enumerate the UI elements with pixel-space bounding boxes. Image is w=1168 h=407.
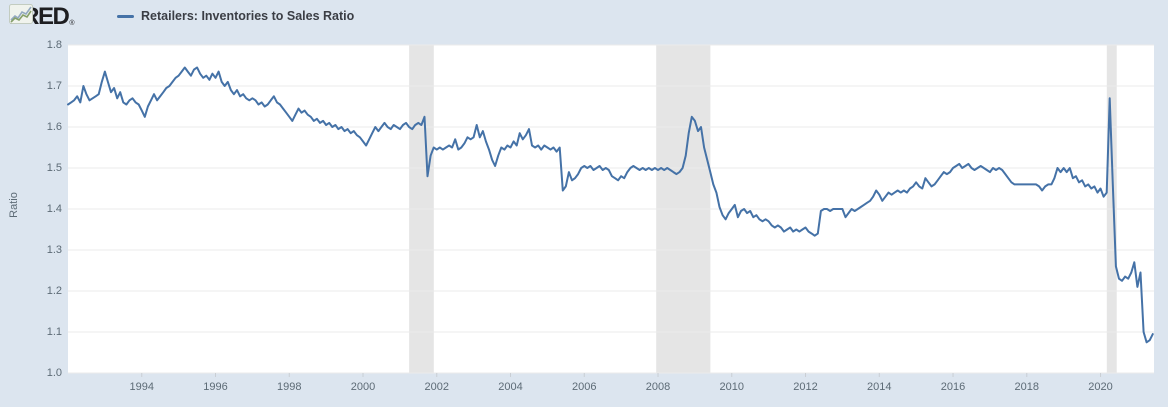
x-tick-label: 2018 [1014, 381, 1039, 393]
x-tick-label: 2012 [793, 381, 818, 393]
x-tick-label: 2002 [424, 381, 449, 393]
legend-item: Retailers: Inventories to Sales Ratio [117, 9, 354, 23]
y-tick-label: 1.6 [46, 121, 62, 133]
x-tick-label: 2010 [719, 381, 744, 393]
legend-line-swatch [117, 14, 134, 18]
y-tick-label: 1.8 [46, 39, 62, 51]
series-line [67, 66, 1154, 344]
x-tick-label: 2020 [1088, 381, 1113, 393]
y-tick-label: 1.0 [46, 367, 62, 379]
x-tick-label: 1994 [129, 381, 154, 393]
x-tick-label: 2000 [350, 381, 376, 393]
x-tick-label: 1998 [277, 381, 302, 393]
x-tick-marks [141, 373, 1102, 377]
y-tick-label: 1.7 [46, 80, 62, 92]
y-tick-label: 1.4 [46, 203, 62, 215]
y-tick-label: 1.1 [46, 326, 62, 338]
x-tick-label: 2006 [572, 381, 597, 393]
registered-trademark: ® [69, 20, 75, 27]
x-tick-label: 2014 [867, 381, 892, 393]
x-tick-label: 1996 [203, 381, 228, 393]
header: FRED ® [9, 4, 78, 30]
y-tick-label: 1.3 [46, 244, 62, 256]
x-tick-label: 2008 [645, 381, 671, 393]
legend-label: Retailers: Inventories to Sales Ratio [141, 9, 355, 23]
y-tick-label: 1.2 [46, 285, 62, 297]
gridlines [68, 44, 1154, 374]
series-lines [67, 66, 1154, 344]
fred-logo: FRED ® [9, 4, 78, 29]
x-tick-label: 2016 [940, 381, 966, 393]
x-tick-label: 2004 [498, 381, 523, 393]
y-tick-label: 1.5 [46, 162, 62, 174]
